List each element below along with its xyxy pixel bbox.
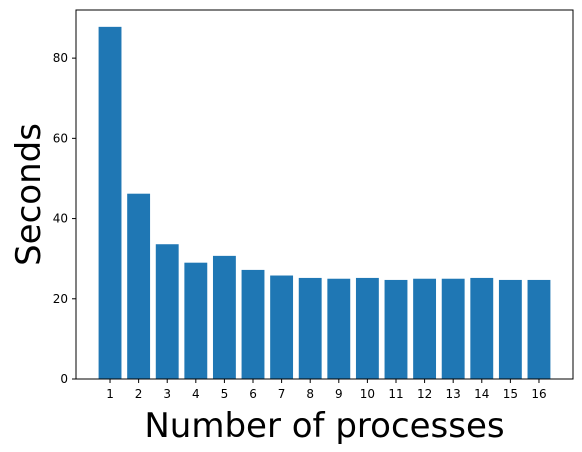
x-tick-label: 14	[474, 387, 489, 401]
x-tick-label: 9	[335, 387, 343, 401]
x-tick-label: 7	[278, 387, 286, 401]
x-tick-label: 12	[417, 387, 432, 401]
x-tick-label: 15	[503, 387, 518, 401]
y-axis-label: Seconds	[9, 123, 49, 266]
y-tick-label: 0	[60, 372, 68, 386]
y-tick-label: 40	[53, 212, 68, 226]
bar-11	[384, 279, 408, 379]
bar-7	[270, 275, 294, 379]
bar-5	[212, 255, 236, 379]
x-tick-label: 11	[388, 387, 403, 401]
bar-16	[527, 279, 551, 379]
bar-10	[355, 277, 379, 379]
bar-12	[413, 278, 437, 379]
y-tick-label: 60	[53, 131, 68, 145]
x-axis-label: Number of processes	[144, 406, 504, 446]
x-tick-label: 5	[221, 387, 229, 401]
bar-2	[127, 193, 151, 379]
x-tick-label: 4	[192, 387, 200, 401]
x-tick-label: 10	[360, 387, 375, 401]
bar-15	[498, 279, 522, 379]
y-tick-label: 20	[53, 292, 68, 306]
x-tick-label: 8	[306, 387, 314, 401]
bar-9	[327, 278, 351, 379]
bar-4	[184, 262, 208, 379]
x-axis: 1 2 3 4 5 6 7 8 9 10 11 12 13 14 15 16	[106, 379, 547, 401]
bar-8	[298, 277, 322, 379]
bar-1	[98, 26, 122, 380]
x-tick-label: 13	[446, 387, 461, 401]
plot-frame	[75, 9, 574, 380]
x-tick-label: 2	[135, 387, 143, 401]
x-tick-label: 6	[249, 387, 257, 401]
x-tick-label: 3	[163, 387, 171, 401]
y-axis: 0 20 40 60 80	[53, 51, 76, 386]
x-tick-label: 16	[531, 387, 546, 401]
y-tick-label: 80	[53, 51, 68, 65]
bar-14	[470, 277, 494, 379]
bar-13	[441, 278, 465, 379]
bar-3	[155, 244, 179, 379]
bars	[98, 26, 551, 380]
bar-6	[241, 269, 265, 379]
x-tick-label: 1	[106, 387, 114, 401]
